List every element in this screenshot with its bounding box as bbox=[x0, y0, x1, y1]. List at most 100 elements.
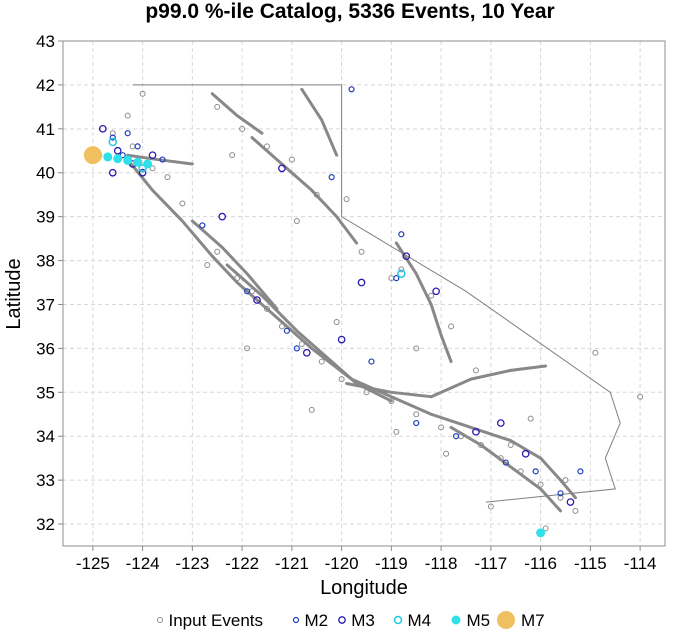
legend-label: M5 bbox=[467, 611, 491, 630]
event-point bbox=[283, 327, 290, 334]
event-point bbox=[239, 125, 246, 132]
event-point bbox=[234, 275, 241, 282]
legend-swatch bbox=[393, 615, 403, 625]
y-tick-labels: 32 33 34 35 36 37 38 39 40 41 42 43 bbox=[36, 32, 63, 534]
legend-swatch bbox=[338, 616, 346, 624]
event-point bbox=[133, 157, 143, 167]
event-point bbox=[109, 130, 116, 137]
event-point bbox=[521, 449, 530, 458]
event-point bbox=[293, 345, 300, 352]
event-point bbox=[557, 494, 564, 501]
event-point bbox=[263, 143, 270, 150]
event-point bbox=[159, 156, 166, 163]
event-point bbox=[413, 419, 420, 427]
event-point bbox=[263, 305, 270, 312]
event-point bbox=[432, 287, 440, 296]
event-point bbox=[302, 348, 311, 357]
event-point bbox=[497, 455, 504, 462]
event-point bbox=[537, 481, 544, 488]
event-point bbox=[542, 525, 549, 532]
legend-swatch bbox=[292, 616, 300, 624]
event-point bbox=[507, 442, 514, 448]
event-point bbox=[139, 90, 146, 97]
event-point bbox=[138, 168, 147, 177]
y-tick-label: 35 bbox=[36, 383, 55, 402]
event-point bbox=[592, 349, 599, 356]
event-point bbox=[413, 345, 420, 352]
y-tick-label: 32 bbox=[36, 515, 55, 534]
x-tick-label: -115 bbox=[574, 554, 607, 573]
x-tick-label: -120 bbox=[325, 554, 359, 573]
legend-swatch bbox=[157, 617, 163, 623]
fault-line bbox=[126, 153, 194, 166]
event-point bbox=[477, 442, 484, 448]
event-point bbox=[124, 112, 131, 119]
event-point bbox=[448, 323, 455, 330]
x-tick-label: -117 bbox=[474, 554, 507, 573]
legend-swatch bbox=[451, 615, 461, 625]
event-point bbox=[249, 288, 256, 295]
event-point bbox=[138, 164, 147, 173]
event-point bbox=[413, 411, 420, 418]
event-point bbox=[229, 152, 236, 159]
event-point bbox=[343, 196, 350, 203]
event-point bbox=[577, 468, 584, 475]
event-point bbox=[313, 191, 320, 198]
fault-line bbox=[225, 263, 393, 403]
event-point bbox=[337, 335, 346, 344]
event-point bbox=[566, 498, 575, 506]
plot-frame bbox=[62, 40, 666, 547]
event-point bbox=[204, 261, 211, 268]
x-tick-label: -122 bbox=[225, 554, 259, 573]
event-point bbox=[438, 424, 445, 431]
event-point bbox=[109, 134, 116, 141]
event-point bbox=[536, 528, 546, 538]
event-point bbox=[199, 222, 206, 229]
event-point bbox=[368, 358, 375, 365]
event-point bbox=[393, 428, 400, 435]
event-point bbox=[308, 406, 315, 413]
y-tick-label: 36 bbox=[36, 339, 55, 358]
event-point bbox=[397, 269, 406, 278]
event-point bbox=[278, 164, 286, 173]
x-tick-label: -124 bbox=[126, 554, 160, 573]
event-point bbox=[398, 231, 405, 238]
event-point bbox=[496, 419, 505, 427]
event-point bbox=[113, 146, 122, 155]
legend-label: M2 bbox=[305, 611, 329, 630]
event-point bbox=[452, 433, 460, 440]
event-point bbox=[129, 143, 136, 150]
event-point bbox=[83, 146, 102, 165]
y-axis-label: Latitude bbox=[3, 258, 25, 329]
event-point bbox=[134, 143, 141, 150]
x-tick-label: -114 bbox=[624, 554, 657, 573]
event-point bbox=[363, 389, 370, 396]
event-point bbox=[527, 415, 534, 422]
state-border bbox=[132, 84, 621, 503]
y-tick-label: 42 bbox=[36, 76, 55, 95]
event-point bbox=[572, 507, 579, 514]
y-tick-label: 40 bbox=[36, 164, 55, 183]
event-point bbox=[398, 266, 405, 273]
event-point bbox=[402, 252, 411, 261]
fault-line bbox=[126, 158, 577, 500]
x-axis-label: Longitude bbox=[320, 577, 408, 599]
x-tick-label: -123 bbox=[175, 554, 209, 573]
event-point bbox=[123, 155, 133, 165]
event-point bbox=[428, 292, 435, 299]
event-point bbox=[333, 319, 340, 326]
event-point bbox=[124, 130, 131, 137]
event-point bbox=[253, 296, 261, 304]
y-tick-label: 37 bbox=[36, 295, 55, 314]
event-point bbox=[328, 174, 335, 181]
event-point bbox=[388, 398, 395, 405]
event-point bbox=[472, 427, 480, 436]
event-point bbox=[338, 376, 345, 383]
grid bbox=[63, 40, 665, 546]
fault-line bbox=[345, 364, 548, 399]
event-point bbox=[393, 275, 400, 282]
event-point bbox=[443, 450, 450, 457]
x-tick-label: -116 bbox=[524, 554, 557, 573]
event-point bbox=[164, 174, 171, 181]
